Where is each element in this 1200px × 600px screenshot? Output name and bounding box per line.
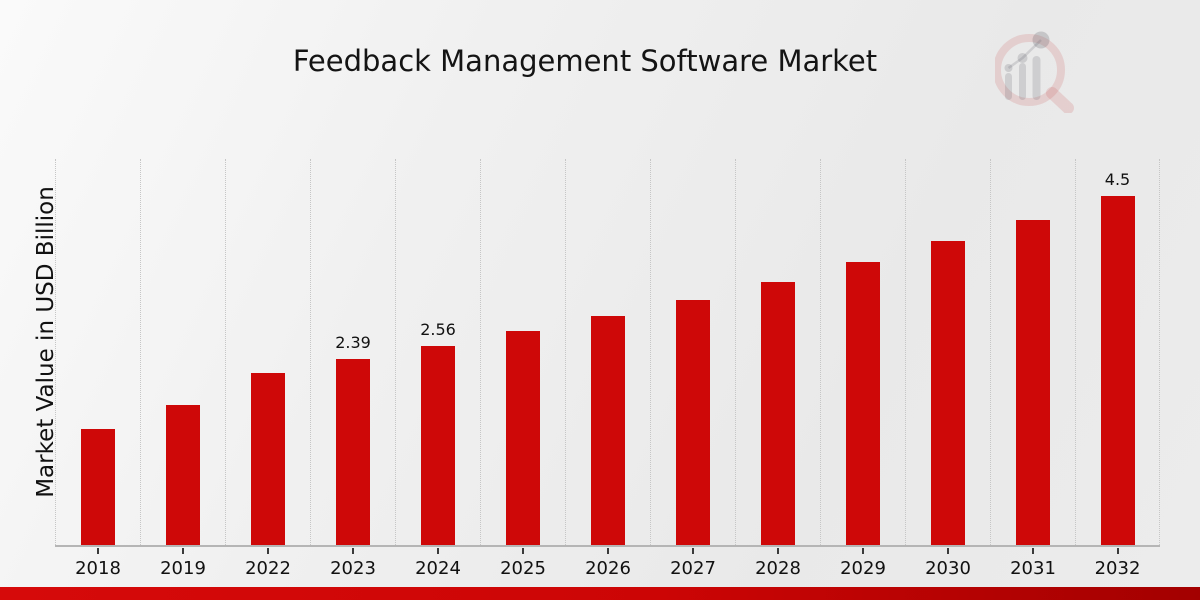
bar-2031 (1016, 220, 1050, 545)
x-tick-label: 2024 (415, 558, 461, 579)
category-slot: 2027 (650, 159, 735, 579)
x-tick-label: 2031 (1010, 558, 1056, 579)
x-axis-tick (777, 548, 779, 554)
bar-2022 (251, 373, 285, 545)
category-slot: 2.39 2023 (310, 159, 395, 579)
x-axis-tick (607, 548, 609, 554)
chart-title: Feedback Management Software Market (292, 44, 878, 78)
x-tick-label: 2027 (670, 558, 716, 579)
x-tick-label: 2026 (585, 558, 631, 579)
bar-2018 (81, 429, 115, 545)
x-tick-label: 2018 (75, 558, 121, 579)
bar-2019 (166, 405, 200, 545)
category-slot: 2.56 2024 (395, 159, 480, 579)
category-slot: 2019 (140, 159, 225, 579)
bar-value-label: 4.5 (1104, 170, 1131, 189)
x-tick-label: 2032 (1094, 558, 1141, 579)
category-slot: 2029 (820, 159, 905, 579)
x-tick-label: 2019 (160, 558, 206, 579)
magnifier-bar-chart-logo-icon (995, 31, 1074, 113)
x-axis-tick (437, 548, 439, 554)
bar-2028 (761, 282, 795, 545)
category-slot: 2028 (735, 159, 820, 579)
x-axis-tick (267, 548, 269, 554)
x-axis-tick (182, 548, 184, 554)
bar-2032 (1100, 196, 1135, 545)
bar-value-label: 2.39 (335, 333, 371, 352)
category-slot: 2026 (565, 159, 650, 579)
x-tick-label: 2029 (840, 558, 886, 579)
category-slot: 2030 (905, 159, 990, 579)
bar-2027 (676, 300, 710, 545)
x-tick-label: 2022 (245, 558, 291, 579)
category-slot: 2025 (480, 159, 565, 579)
category-slot: 4.5 2032 (1075, 159, 1160, 579)
bar-2025 (506, 331, 540, 545)
x-axis-tick (1032, 548, 1034, 554)
x-axis-tick (692, 548, 694, 554)
x-axis-tick (522, 548, 524, 554)
category-slot: 2018 (55, 159, 140, 579)
bar-2029 (846, 262, 880, 545)
x-axis-tick (97, 548, 99, 554)
footer-accent-bar (0, 587, 1200, 600)
bar-2026 (591, 316, 625, 545)
category-slot: 2031 (990, 159, 1075, 579)
x-axis-tick (352, 548, 354, 554)
x-axis-tick (1116, 548, 1119, 554)
bar-value-label: 2.56 (420, 320, 456, 339)
x-tick-label: 2028 (755, 558, 801, 579)
x-tick-label: 2025 (500, 558, 546, 579)
x-axis-tick (947, 548, 949, 554)
x-tick-label: 2023 (330, 558, 376, 579)
bar-2023 (336, 359, 370, 545)
x-tick-label: 2030 (925, 558, 971, 579)
bar-2030 (931, 241, 965, 545)
bar-chart-plot-area: 2018 2019 2022 2.39 2023 2.56 2024 2025 2026 2027… (55, 159, 1160, 579)
x-axis-tick (862, 548, 864, 554)
bar-2024 (421, 346, 455, 545)
category-slot: 2022 (225, 159, 310, 579)
